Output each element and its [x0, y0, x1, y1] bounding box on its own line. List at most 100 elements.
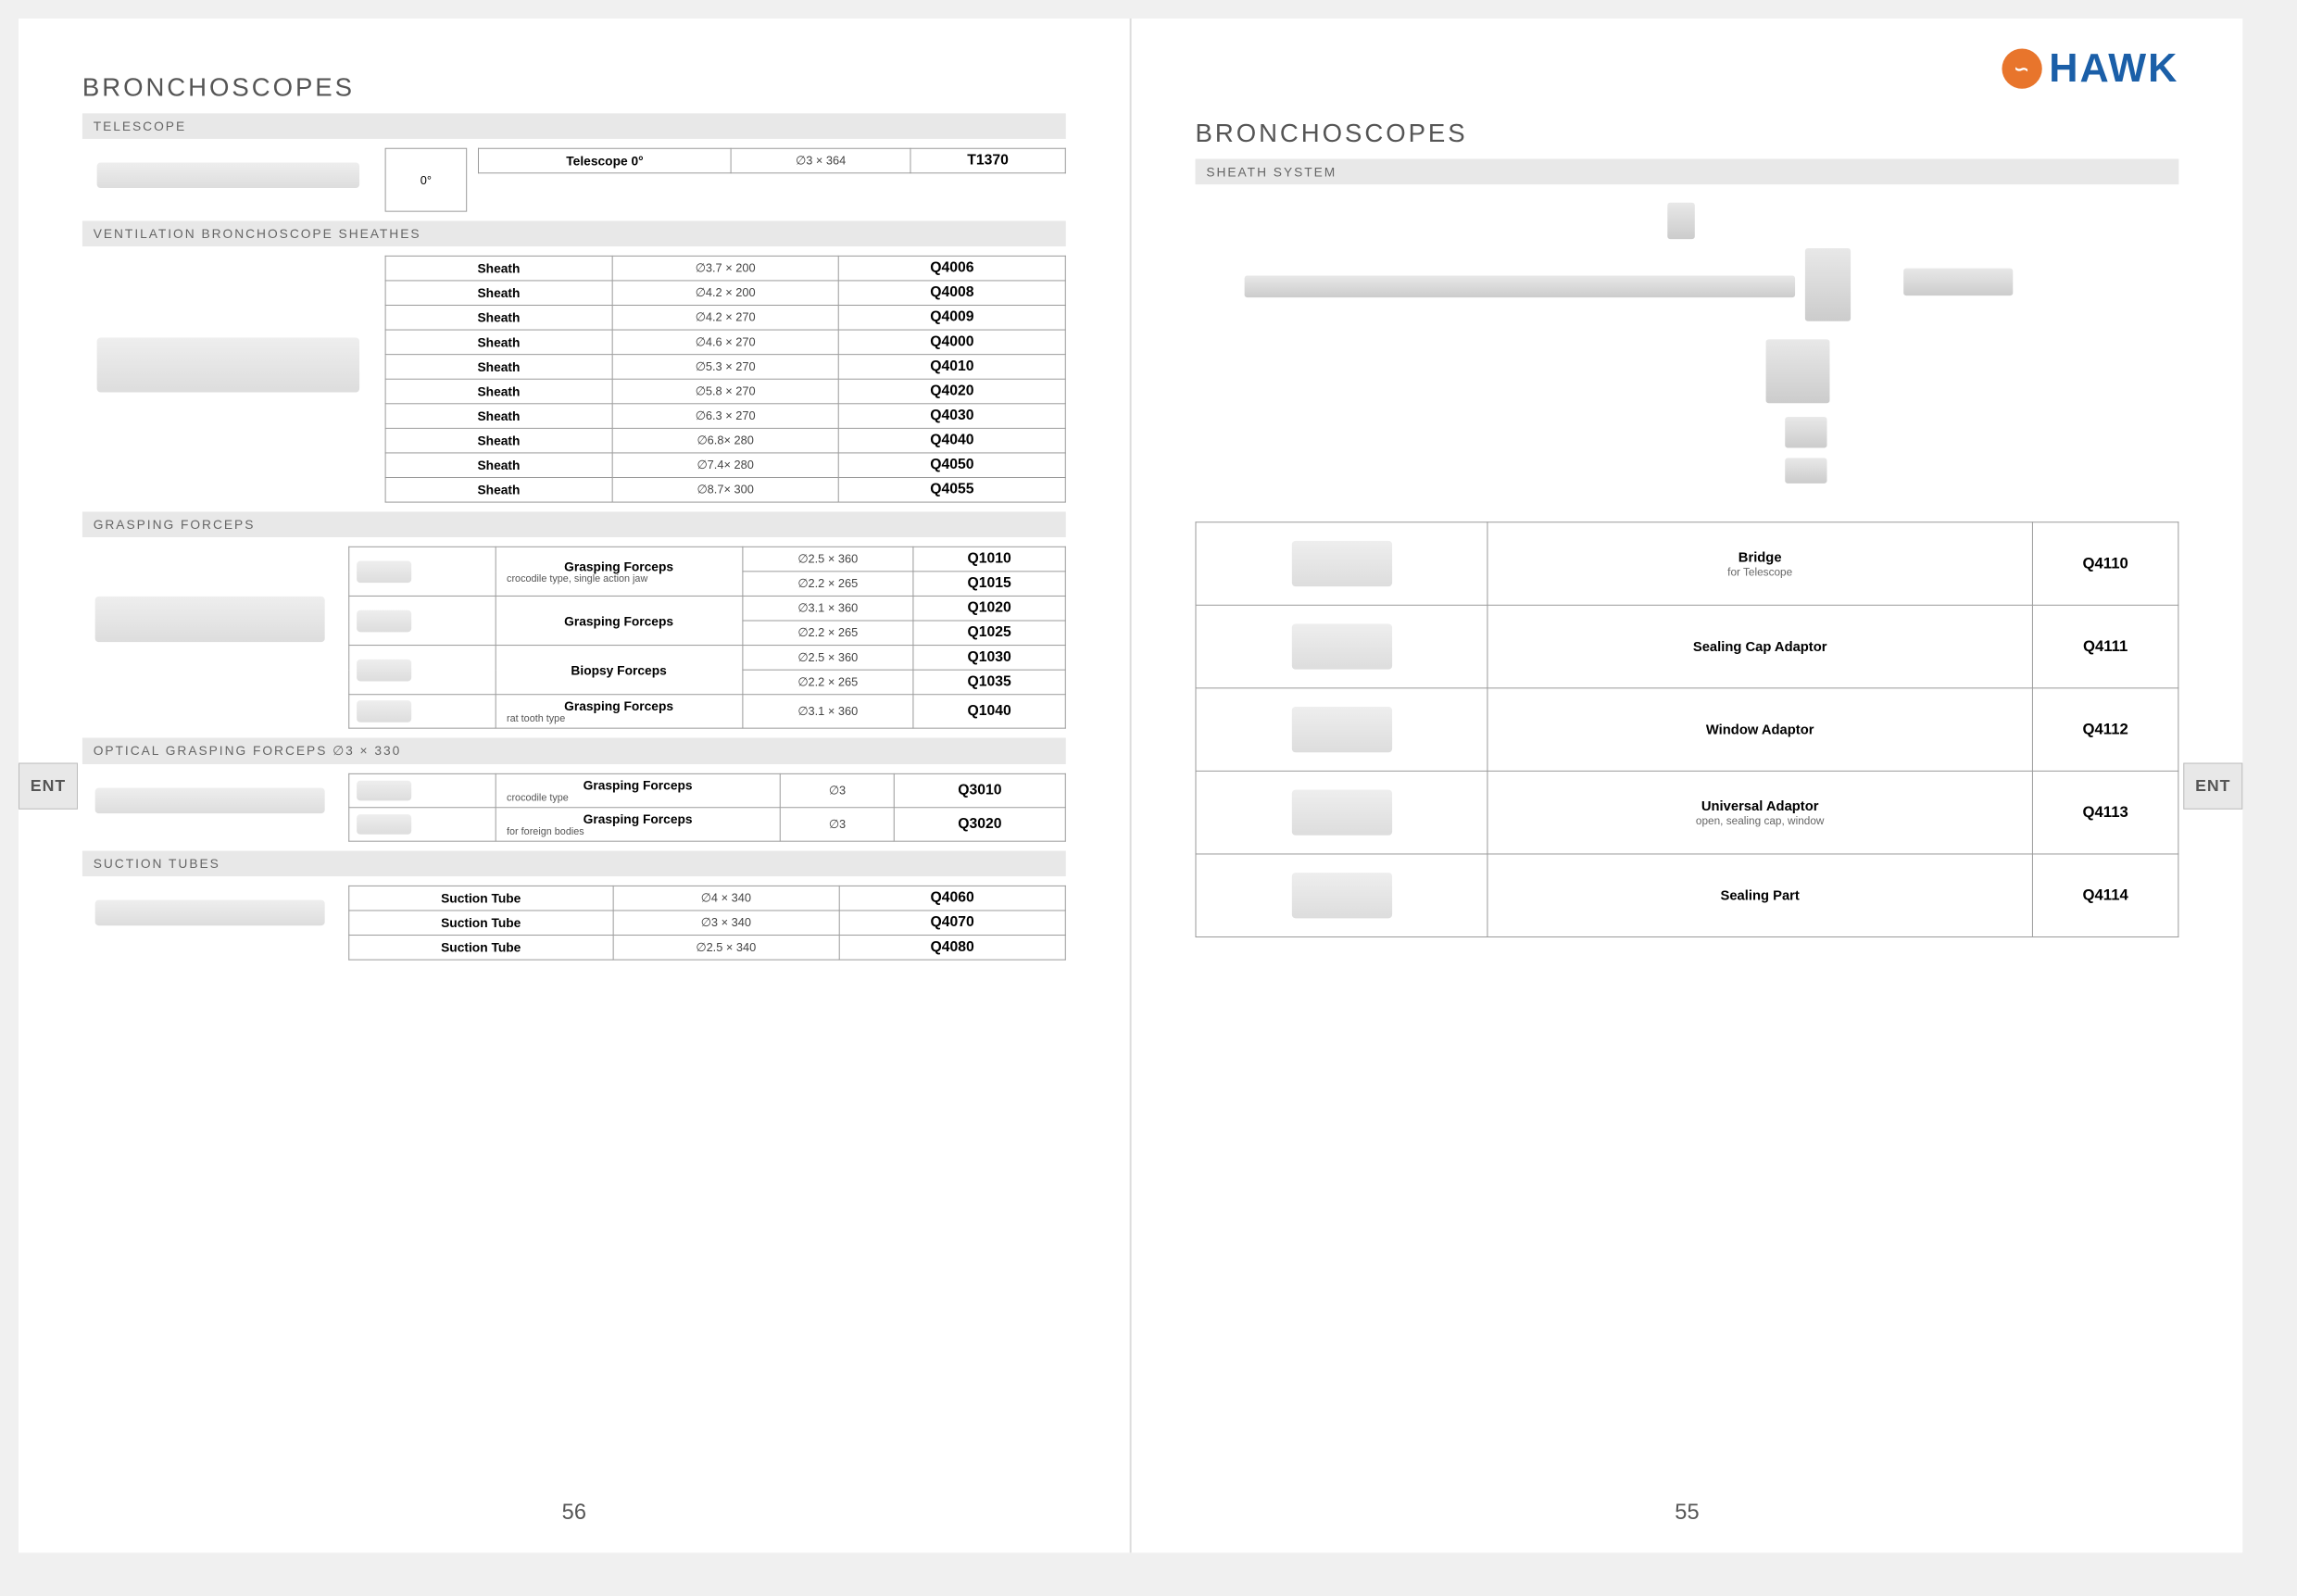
cell-dim: ∅3.7 × 200: [612, 256, 839, 281]
section-grasping-bar: GRASPING FORCEPS: [82, 511, 1066, 537]
cell-code: Q1020: [913, 596, 1065, 621]
cell-dim: ∅4.2 × 270: [612, 306, 839, 331]
cell-code: Q4008: [839, 281, 1066, 306]
cell-dim: ∅3 × 340: [613, 911, 839, 936]
cell-thumb: [349, 695, 496, 728]
cell-name: Sealing Cap Adaptor: [1487, 605, 2033, 688]
telescope-row: 0° Telescope 0° ∅3 × 364 T1370: [82, 148, 1066, 212]
optical-table: Grasping Forcepscrocodile type∅3Q3010 Gra…: [348, 773, 1066, 842]
cell-code: Q1035: [913, 670, 1065, 695]
cell-thumb: [1196, 854, 1487, 937]
cell-dim: ∅2.2 × 265: [742, 572, 913, 597]
cell-code: Q4070: [839, 911, 1065, 936]
cell-code: Q4080: [839, 936, 1065, 961]
cell-thumb: [349, 773, 496, 807]
cell-name: Sheath: [385, 428, 612, 453]
cell-thumb: [1196, 522, 1487, 606]
page-left: BRONCHOSCOPES TELESCOPE 0° Telescope 0° …: [19, 19, 1132, 1552]
cell-dim: ∅8.7× 300: [612, 478, 839, 503]
cell-code: Q4113: [2032, 771, 2178, 854]
cell-dim: ∅2.5 × 360: [742, 547, 913, 572]
cell-dim: ∅3.1 × 360: [742, 695, 913, 728]
cell-dim: ∅6.3 × 270: [612, 404, 839, 429]
cell-code: Q4030: [839, 404, 1066, 429]
cell-code: Q1010: [913, 547, 1065, 572]
cell-thumb: [1196, 771, 1487, 854]
cell-dim: ∅6.8× 280: [612, 428, 839, 453]
cell-dim: ∅2.2 × 265: [742, 670, 913, 695]
page-number-right: 55: [1675, 1500, 1699, 1526]
cell-code: Q4040: [839, 428, 1066, 453]
section-optical-bar: OPTICAL GRASPING FORCEPS ∅3 × 330: [82, 737, 1066, 764]
cell-name: Window Adaptor: [1487, 688, 2033, 772]
cell-dim: ∅3 × 364: [731, 148, 910, 173]
cell-thumb: [349, 596, 496, 645]
cell-name: Sheath: [385, 355, 612, 380]
section-suction-bar: SUCTION TUBES: [82, 851, 1066, 877]
cell-thumb: [349, 646, 496, 695]
cell-name: Telescope 0°: [478, 148, 731, 173]
catalog-spread: ENT ENT BRONCHOSCOPES TELESCOPE 0° Teles…: [19, 19, 2242, 1552]
cell-thumb: [349, 808, 496, 841]
cell-code: Q4112: [2032, 688, 2178, 772]
cell-code: Q4006: [839, 256, 1066, 281]
cell-code: Q4009: [839, 306, 1066, 331]
cell-dim: ∅3: [780, 808, 894, 841]
cell-code: Q3020: [895, 808, 1066, 841]
cell-code: Q4114: [2032, 854, 2178, 937]
cell-code: Q4110: [2032, 522, 2178, 606]
grasping-table: Grasping Forcepscrocodile type, single a…: [348, 547, 1066, 729]
cell-dim: ∅4.2 × 200: [612, 281, 839, 306]
cell-thumb: [1196, 605, 1487, 688]
sheathes-table: Sheath∅3.7 × 200Q4006Sheath∅4.2 × 200Q40…: [385, 256, 1066, 503]
cell-code: Q3010: [895, 773, 1066, 807]
cell-name: Sealing Part: [1487, 854, 2033, 937]
page-right: ∽ HAWK BRONCHOSCOPES SHEATH SYSTEM Bridg…: [1132, 19, 2243, 1552]
page-title-right: BRONCHOSCOPES: [1196, 119, 2179, 147]
section-sheath-system-bar: SHEATH SYSTEM: [1196, 159, 2179, 185]
cell-code: T1370: [910, 148, 1065, 173]
suction-image: [82, 886, 338, 940]
cell-name: Sheath: [385, 330, 612, 355]
cell-name: Biopsy Forceps: [496, 646, 743, 695]
cell-name: Sheath: [385, 256, 612, 281]
optical-image: [82, 773, 338, 828]
cell-dim: ∅3.1 × 360: [742, 596, 913, 621]
cell-name: Bridgefor Telescope: [1487, 522, 2033, 606]
cell-name: Universal Adaptoropen, sealing cap, wind…: [1487, 771, 2033, 854]
telescope-table: Telescope 0° ∅3 × 364 T1370: [478, 148, 1066, 174]
cell-dim: ∅3: [780, 773, 894, 807]
cell-dim: ∅2.5 × 340: [613, 936, 839, 961]
cell-code: Q4010: [839, 355, 1066, 380]
cell-dim: ∅2.2 × 265: [742, 621, 913, 646]
sheath-image: [82, 256, 374, 474]
cell-code: Q4060: [839, 886, 1065, 911]
suction-row: Suction Tube∅4 × 340Q4060Suction Tube∅3 …: [82, 886, 1066, 961]
cell-thumb: [1196, 688, 1487, 772]
brand-logo: ∽ HAWK: [2002, 46, 2178, 92]
cell-name: Grasping Forcepscrocodile type: [496, 773, 781, 807]
cell-dim: ∅4 × 340: [613, 886, 839, 911]
cell-dim: ∅4.6 × 270: [612, 330, 839, 355]
cell-dim: ∅2.5 × 360: [742, 646, 913, 671]
angle-diagram: 0°: [385, 148, 468, 212]
section-telescope-bar: TELESCOPE: [82, 113, 1066, 139]
cell-code: Q1025: [913, 621, 1065, 646]
section-sheathes-bar: VENTILATION BRONCHOSCOPE SHEATHES: [82, 220, 1066, 246]
cell-name: Sheath: [385, 453, 612, 478]
cell-name: Suction Tube: [349, 886, 613, 911]
cell-name: Grasping Forceps: [496, 596, 743, 645]
cell-name: Grasping Forcepsfor foreign bodies: [496, 808, 781, 841]
telescope-image: [82, 148, 374, 203]
logo-icon: ∽: [2002, 48, 2041, 88]
cell-code: Q4055: [839, 478, 1066, 503]
cell-name: Sheath: [385, 281, 612, 306]
cell-thumb: [349, 547, 496, 596]
cell-dim: ∅5.8 × 270: [612, 379, 839, 404]
cell-code: Q4020: [839, 379, 1066, 404]
cell-name: Sheath: [385, 478, 612, 503]
cell-code: Q4050: [839, 453, 1066, 478]
cell-code: Q4000: [839, 330, 1066, 355]
grasping-row: Grasping Forcepscrocodile type, single a…: [82, 547, 1066, 729]
cell-name: Grasping Forcepsrat tooth type: [496, 695, 743, 728]
